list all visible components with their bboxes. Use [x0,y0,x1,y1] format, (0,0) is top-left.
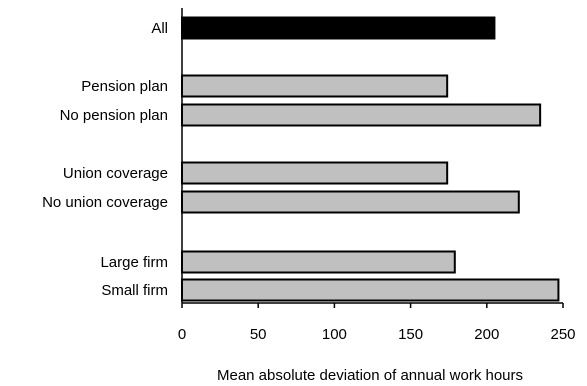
bars-group [181,16,560,302]
bar-small-firm [181,278,560,302]
x-axis-label: Mean absolute deviation of annual work h… [217,367,523,384]
x-tick-label: 250 [550,326,575,343]
category-label: All [151,20,168,37]
category-label: No pension plan [60,107,168,124]
bar-pension-plan [181,74,449,98]
bar-union-coverage [181,161,449,185]
bar-no-pension-plan [181,103,542,127]
category-label: Small firm [101,282,168,299]
category-labels-group: All Pension plan No pension plan Union cove… [42,20,168,299]
x-tick-label: 0 [178,326,186,343]
x-ticks-group: 0 50 100 150 200 250 [178,303,576,343]
category-label: Pension plan [81,78,168,95]
category-label: Union coverage [63,165,168,182]
bar-large-firm [181,250,456,274]
bar-no-union-coverage [181,190,520,214]
category-label: Large firm [100,254,168,271]
x-tick-label: 150 [398,326,423,343]
x-tick-label: 100 [322,326,347,343]
category-label: No union coverage [42,194,168,211]
bar-all [181,16,496,40]
x-tick-label: 200 [474,326,499,343]
x-tick-label: 50 [250,326,267,343]
